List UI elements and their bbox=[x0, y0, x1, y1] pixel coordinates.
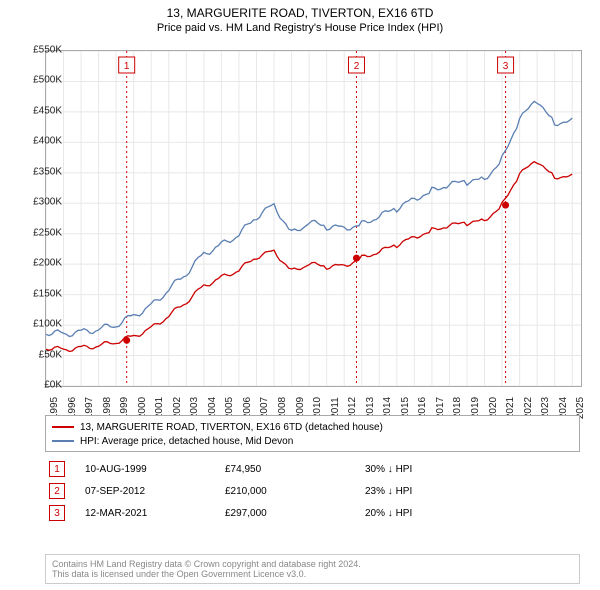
legend-row: HPI: Average price, detached house, Mid … bbox=[52, 434, 573, 448]
legend-row: 13, MARGUERITE ROAD, TIVERTON, EX16 6TD … bbox=[52, 420, 573, 434]
y-tick-label: £200K bbox=[33, 258, 62, 269]
chart-title: 13, MARGUERITE ROAD, TIVERTON, EX16 6TD bbox=[0, 0, 600, 20]
event-diff: 23% ↓ HPI bbox=[365, 486, 465, 497]
y-tick-label: £300K bbox=[33, 197, 62, 208]
legend-swatch bbox=[52, 426, 74, 428]
y-tick-label: £500K bbox=[33, 75, 62, 86]
legend-label: 13, MARGUERITE ROAD, TIVERTON, EX16 6TD … bbox=[80, 422, 383, 433]
y-tick-label: £550K bbox=[33, 45, 62, 56]
plot-area: 1 2 3 bbox=[45, 50, 582, 387]
legend-label: HPI: Average price, detached house, Mid … bbox=[80, 436, 293, 447]
svg-text:2: 2 bbox=[354, 61, 360, 72]
chart-subtitle: Price paid vs. HM Land Registry's House … bbox=[0, 20, 600, 34]
svg-text:3: 3 bbox=[503, 61, 509, 72]
legend-box: 13, MARGUERITE ROAD, TIVERTON, EX16 6TD … bbox=[45, 415, 580, 452]
event-date: 12-MAR-2021 bbox=[85, 508, 225, 519]
event-row: 2 07-SEP-2012£210,00023% ↓ HPI bbox=[45, 480, 580, 502]
event-price: £74,950 bbox=[225, 464, 365, 475]
event-price: £297,000 bbox=[225, 508, 365, 519]
legend-and-events: 13, MARGUERITE ROAD, TIVERTON, EX16 6TD … bbox=[45, 415, 580, 524]
y-tick-label: £0K bbox=[44, 380, 62, 391]
y-tick-label: £100K bbox=[33, 319, 62, 330]
y-tick-label: £150K bbox=[33, 288, 62, 299]
event-date: 07-SEP-2012 bbox=[85, 486, 225, 497]
y-tick-label: £50K bbox=[39, 349, 62, 360]
y-tick-label: £250K bbox=[33, 227, 62, 238]
y-tick-label: £450K bbox=[33, 105, 62, 116]
event-price: £210,000 bbox=[225, 486, 365, 497]
footer-note: Contains HM Land Registry data © Crown c… bbox=[45, 554, 580, 584]
legend-swatch bbox=[52, 440, 74, 442]
event-row: 3 12-MAR-2021£297,00020% ↓ HPI bbox=[45, 502, 580, 524]
footer-line1: Contains HM Land Registry data © Crown c… bbox=[52, 559, 573, 569]
event-diff: 20% ↓ HPI bbox=[365, 508, 465, 519]
event-number: 2 bbox=[49, 483, 65, 499]
event-diff: 30% ↓ HPI bbox=[365, 464, 465, 475]
y-tick-label: £350K bbox=[33, 166, 62, 177]
event-date: 10-AUG-1999 bbox=[85, 464, 225, 475]
y-tick-label: £400K bbox=[33, 136, 62, 147]
event-number: 1 bbox=[49, 461, 65, 477]
chart-container: 13, MARGUERITE ROAD, TIVERTON, EX16 6TD … bbox=[0, 0, 600, 590]
event-number: 3 bbox=[49, 505, 65, 521]
chart-svg: 1 2 3 bbox=[46, 51, 581, 386]
events-table: 1 10-AUG-1999£74,95030% ↓ HPI 2 07-SEP-2012… bbox=[45, 458, 580, 524]
svg-text:1: 1 bbox=[124, 61, 130, 72]
event-row: 1 10-AUG-1999£74,95030% ↓ HPI bbox=[45, 458, 580, 480]
footer-line2: This data is licensed under the Open Gov… bbox=[52, 569, 573, 579]
